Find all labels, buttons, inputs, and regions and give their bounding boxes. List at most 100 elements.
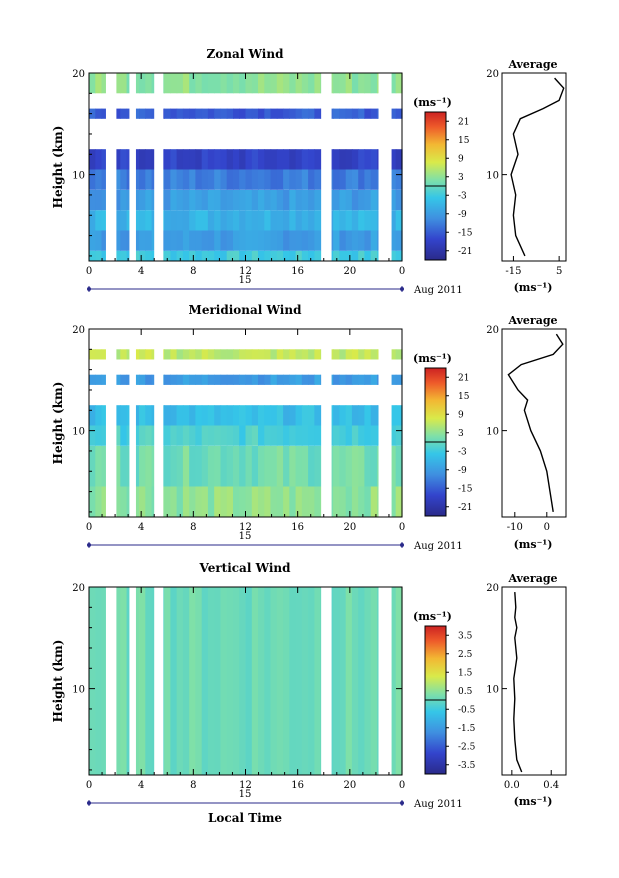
zonal-layer-cell (176, 108, 184, 119)
zonal-layer-cell (189, 210, 197, 231)
zonal-layer-cell (164, 230, 171, 251)
vertical-layer-cell (289, 587, 297, 775)
zonal-layer-cell (233, 149, 240, 170)
meridional-layer-cell (264, 349, 272, 360)
meridional-layer-cell (233, 486, 240, 517)
vertical-cb-tick-label: 2.5 (458, 650, 473, 660)
zonal-layer-cell (258, 169, 265, 190)
zonal-layer-cell (258, 230, 265, 251)
meridional-layer-cell (301, 486, 309, 517)
zonal-layer-cell (239, 230, 247, 251)
meridional-cb-tick-label: -15 (458, 484, 473, 494)
zonal-layer-cell (95, 169, 103, 190)
meridional-layer-cell (251, 445, 259, 487)
meridional-date-monthyear: Aug 2011 (413, 541, 463, 552)
zonal-layer-cell (395, 169, 403, 190)
meridional-layer-cell (220, 445, 228, 487)
vertical-cb-tick-label: 1.5 (458, 668, 473, 678)
zonal-layer-cell (245, 189, 253, 211)
zonal-layer-cell (301, 169, 309, 190)
vertical-ytick-label: 10 (72, 685, 85, 696)
meridional-layer-cell (264, 445, 272, 487)
vertical-cb-tick-label: -3.5 (458, 761, 476, 771)
meridional-layer-cell (226, 405, 234, 426)
vertical-cb-tick-label: 0.5 (458, 687, 473, 697)
zonal-layer-cell (264, 108, 272, 119)
zonal-layer-cell (220, 149, 228, 170)
zonal-layer-cell (89, 250, 96, 261)
vertical-cb-tick-label: -2.5 (458, 742, 476, 752)
zonal-layer-cell (251, 149, 259, 170)
zonal-layer-cell (395, 108, 403, 119)
vertical-date-day: 15 (239, 789, 252, 800)
zonal-layer-cell (264, 230, 272, 251)
zonal-layer-cell (233, 189, 240, 211)
meridional-layer-cell (120, 425, 128, 446)
meridional-avg-unit: (ms⁻¹) (514, 538, 553, 551)
meridional-layer-cell (276, 405, 284, 426)
meridional-layer-cell (258, 486, 265, 517)
zonal-layer-cell (120, 73, 128, 94)
zonal-layer-cell (220, 169, 228, 190)
zonal-layer-cell (164, 73, 171, 94)
zonal-layer-cell (345, 250, 353, 261)
meridional-layer-cell (258, 445, 265, 487)
zonal-layer-cell (345, 230, 353, 251)
zonal-layer-cell (389, 149, 397, 170)
meridional-layer-cell (364, 405, 372, 426)
zonal-layer-cell (201, 169, 209, 190)
zonal-layer-cell (120, 230, 128, 251)
zonal-layer-cell (226, 108, 234, 119)
zonal-layer-cell (276, 189, 284, 211)
meridional-layer-cell (233, 445, 240, 487)
meridional-layer-cell (251, 425, 259, 446)
meridional-layer-cell (258, 349, 265, 360)
meridional-layer-cell (145, 374, 153, 385)
zonal-layer-cell (233, 108, 240, 119)
zonal-ylabel: Height (km) (51, 126, 65, 209)
zonal-layer-cell (214, 149, 222, 170)
zonal-layer-cell (214, 169, 222, 190)
meridional-layer-cell (270, 405, 278, 426)
zonal-layer-cell (220, 108, 228, 119)
meridional-layer-cell (95, 445, 103, 487)
meridional-layer-cell (245, 374, 253, 385)
zonal-layer-cell (314, 108, 322, 119)
zonal-layer-cell (182, 108, 190, 119)
meridional-xtick-label: 8 (190, 522, 196, 533)
meridional-layer-cell (283, 405, 290, 426)
zonal-layer-cell (226, 250, 234, 261)
zonal-layer-cell (364, 169, 372, 190)
zonal-layer-cell (195, 189, 203, 211)
zonal-layer-cell (220, 189, 228, 211)
zonal-layer-cell (220, 250, 228, 261)
meridional-x-ticks: 0 4 8 12 16 20 0 (86, 329, 405, 533)
vertical-title: Vertical Wind (198, 561, 291, 575)
zonal-layer-cell (233, 210, 240, 231)
meridional-layer-cell (239, 486, 247, 517)
meridional-layer-cell (89, 349, 96, 360)
meridional-layer-cell (370, 425, 378, 446)
zonal-layer-cell (264, 73, 272, 94)
meridional-layer-cell (333, 349, 340, 360)
meridional-layer-cell (264, 405, 272, 426)
zonal-layer-cell (164, 108, 171, 119)
zonal-layer-cell (276, 250, 284, 261)
meridional-layer-cell (189, 405, 197, 426)
meridional-layer-cell (195, 349, 203, 360)
meridional-ytick-label: 10 (72, 427, 85, 438)
meridional-layer-cell (101, 349, 109, 360)
meridional-avg-ytick-label: 10 (486, 427, 499, 438)
zonal-layer-cell (245, 230, 253, 251)
meridional-layer-cell (239, 349, 247, 360)
zonal-cb-tick-label: 21 (458, 117, 469, 127)
meridional-layer-cell (270, 445, 278, 487)
meridional-layer-cell (114, 374, 121, 385)
meridional-layer-cell (301, 349, 309, 360)
zonal-layer-cell (358, 108, 366, 119)
zonal-layer-cell (295, 210, 303, 231)
zonal-layer-cell (308, 250, 315, 261)
zonal-avg-line (510, 77, 565, 257)
meridional-layer-cell (182, 405, 190, 426)
meridional-layer-cell (101, 425, 109, 446)
